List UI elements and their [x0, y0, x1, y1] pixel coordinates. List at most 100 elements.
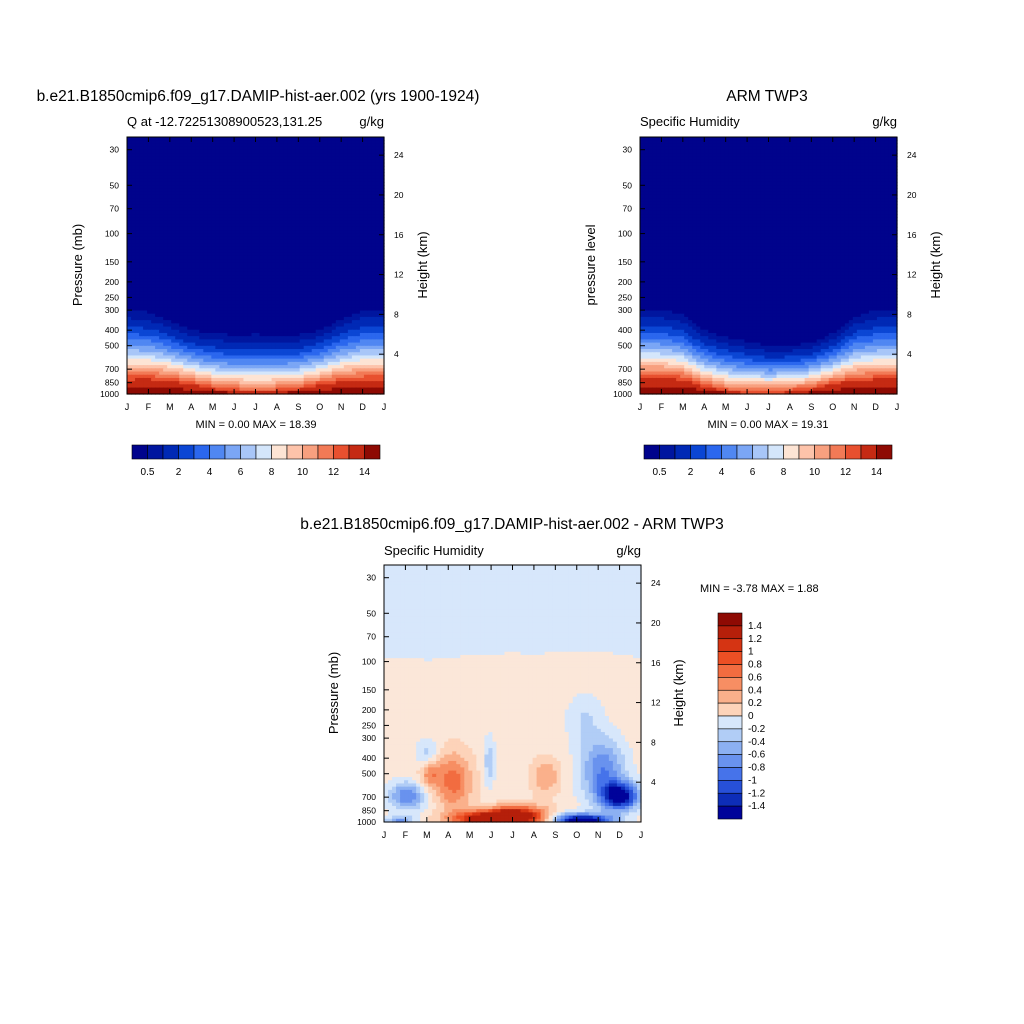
field-cell: [311, 162, 317, 167]
field-cell: [287, 191, 293, 196]
field-cell: [159, 159, 164, 164]
field-cell: [343, 159, 349, 164]
field-cell: [175, 217, 180, 222]
field-cell: [235, 220, 241, 225]
field-cell: [327, 226, 333, 231]
field-cell: [267, 220, 273, 225]
field-cell: [303, 220, 309, 225]
field-cell: [295, 230, 301, 234]
field-cell: [135, 188, 140, 193]
field-cell: [299, 162, 305, 167]
field-cell: [271, 191, 277, 196]
field-cell: [315, 194, 321, 199]
field-cell: [375, 217, 381, 222]
field-cell: [195, 178, 200, 183]
field-cell: [195, 188, 200, 193]
field-cell: [127, 181, 132, 186]
field-cell: [207, 149, 212, 154]
field-cell: [243, 210, 249, 215]
field-cell: [351, 223, 357, 228]
field-cell: [227, 204, 233, 209]
field-cell: [223, 156, 228, 161]
field-cell: [219, 172, 224, 177]
field-cell: [267, 137, 273, 141]
field-cell: [207, 188, 212, 193]
field-cell: [127, 230, 132, 234]
field-cell: [159, 214, 164, 218]
field-cell: [371, 143, 377, 148]
field-cell: [179, 165, 184, 170]
field-cell: [175, 165, 180, 170]
field-cell: [191, 207, 196, 212]
field-cell: [231, 230, 237, 234]
field-cell: [271, 146, 277, 151]
field-cell: [315, 188, 321, 193]
field-cell: [275, 185, 281, 189]
field-cell: [323, 156, 329, 161]
field-cell: [319, 194, 325, 199]
field-cell: [311, 198, 317, 202]
field-cell: [347, 181, 353, 186]
field-cell: [159, 194, 164, 199]
field-cell: [207, 207, 212, 212]
field-cell: [187, 194, 192, 199]
field-cell: [371, 210, 377, 215]
field-cell: [363, 143, 369, 148]
field-cell: [139, 175, 144, 180]
field-cell: [259, 201, 265, 206]
field-cell: [363, 194, 369, 199]
field-cell: [299, 159, 305, 164]
field-cell: [259, 210, 265, 215]
field-cell: [183, 169, 188, 173]
field-cell: [203, 169, 208, 173]
field-cell: [367, 165, 373, 170]
field-cell: [295, 188, 301, 193]
field-cell: [343, 204, 349, 209]
field-cell: [299, 156, 305, 161]
field-cell: [283, 178, 289, 183]
field-cell: [203, 217, 208, 222]
field-cell: [327, 143, 333, 148]
field-cell: [347, 165, 353, 170]
field-cell: [287, 230, 293, 234]
field-cell: [179, 159, 184, 164]
field-cell: [239, 153, 245, 157]
field-cell: [151, 214, 156, 218]
field-cell: [239, 207, 245, 212]
field-cell: [235, 201, 241, 206]
field-cell: [223, 178, 228, 183]
field-cell: [287, 149, 293, 154]
field-cell: [359, 198, 365, 202]
field-cell: [287, 143, 293, 148]
field-cell: [363, 214, 369, 218]
field-cell: [175, 220, 180, 225]
field-cell: [199, 162, 204, 167]
field-cell: [251, 220, 257, 225]
field-cell: [279, 149, 285, 154]
field-cell: [147, 159, 152, 164]
field-cell: [191, 153, 196, 157]
field-cell: [187, 175, 192, 180]
field-cell: [347, 146, 353, 151]
field-cell: [307, 217, 313, 222]
field-cell: [131, 149, 136, 154]
field-cell: [275, 156, 281, 161]
field-cell: [239, 210, 245, 215]
field-cell: [355, 181, 361, 186]
field-cell: [207, 159, 212, 164]
field-cell: [203, 204, 208, 209]
field-cell: [171, 169, 176, 173]
field-cell: [167, 159, 172, 164]
field-cell: [215, 172, 220, 177]
field-cell: [351, 230, 357, 234]
field-cell: [283, 220, 289, 225]
field-cell: [243, 191, 249, 196]
field-cell: [315, 217, 321, 222]
field-cell: [223, 223, 228, 228]
field-cell: [127, 214, 132, 218]
field-cell: [195, 220, 200, 225]
field-cell: [263, 223, 269, 228]
field-cell: [295, 156, 301, 161]
field-cell: [155, 149, 160, 154]
field-cell: [299, 146, 305, 151]
